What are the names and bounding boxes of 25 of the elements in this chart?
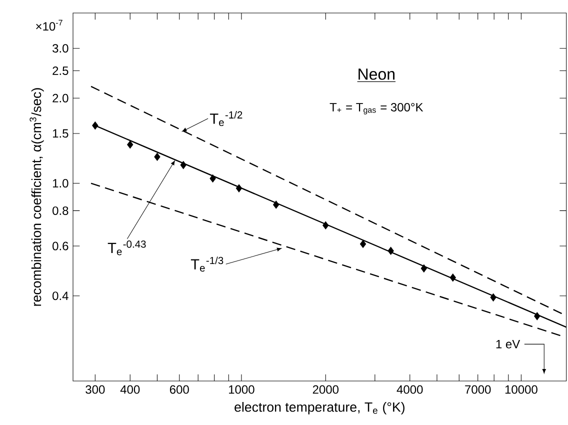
annotation: T$_{+}$ = T$_{gas}$ = 300°K <box>330 102 424 114</box>
annotation: T$_{e}$-1/2 <box>210 111 242 126</box>
x-tick-label: 400 <box>120 385 140 394</box>
annotation: T$_{e}$-1/3 <box>190 256 224 272</box>
x-tick-label: 600 <box>170 385 189 394</box>
y-axis-title: recombination coefficient, α(cm$^{3}$/sec) <box>30 88 44 306</box>
annotation: Neon <box>358 68 394 80</box>
x-tick-label: 10000 <box>505 385 538 394</box>
x-tick-label: 1000 <box>229 385 254 394</box>
y-tick-label: 0.8 <box>52 206 68 215</box>
y-tick-label: 1.0 <box>52 179 68 188</box>
y-tick-label: 2.0 <box>52 94 68 102</box>
x-axis-title: electron temperature, T$_{e}$ (°K) <box>234 402 404 414</box>
y-tick-label: 0.6 <box>52 242 68 250</box>
x-tick-label: 2000 <box>312 385 339 394</box>
x-tick-label: 7000 <box>465 385 491 394</box>
y-tick-label: 0.4 <box>52 292 68 300</box>
y-tick-label: 2.5 <box>52 66 68 75</box>
x-tick-label: 300 <box>86 385 105 394</box>
x-tick-label: 4000 <box>396 385 423 394</box>
y-tick-label: 3.0 <box>52 44 68 53</box>
text: ×10$^{-7}$ <box>36 20 62 31</box>
y-tick-label: 1.5 <box>52 129 68 138</box>
annotation: 1 eV <box>496 340 520 348</box>
annotation: T$_{e}$-0.43 <box>108 240 146 256</box>
